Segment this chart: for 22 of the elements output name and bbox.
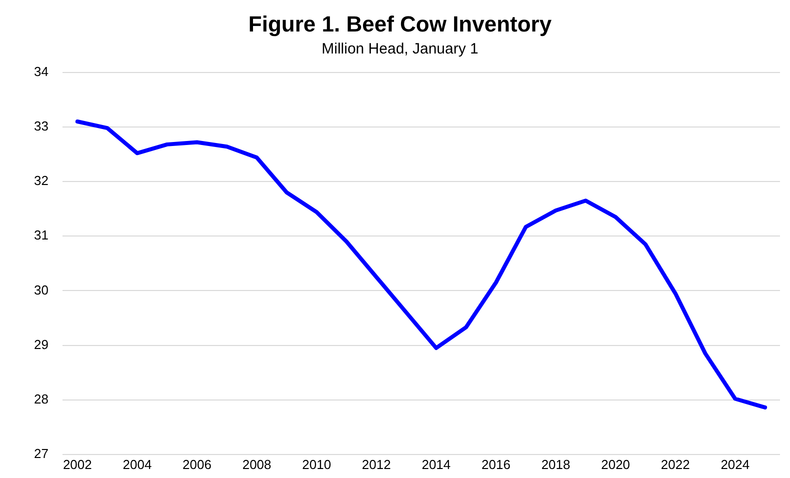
chart-subtitle: Million Head, January 1	[322, 40, 478, 58]
x-tick-label: 2002	[62, 456, 92, 472]
y-tick-label: 31	[34, 228, 48, 243]
x-tick-label: 2006	[182, 456, 212, 472]
x-tick-label: 2004	[122, 456, 152, 472]
x-tick-label: 2022	[660, 456, 690, 472]
y-tick-label: 32	[34, 173, 48, 188]
y-tick-label: 29	[34, 336, 48, 352]
x-tick-label: 2008	[242, 456, 272, 472]
y-tick-label: 28	[34, 391, 48, 406]
y-tick-label: 34	[34, 64, 48, 79]
chart-title: Figure 1. Beef Cow Inventory	[248, 11, 552, 36]
x-tick-label: 2020	[601, 456, 630, 472]
x-tick-label: 2010	[302, 456, 332, 472]
x-tick-label: 2024	[720, 456, 750, 472]
x-tick-label: 2012	[362, 456, 391, 472]
y-tick-label: 27	[34, 446, 48, 461]
y-tick-label: 30	[34, 282, 48, 298]
x-tick-label: 2018	[541, 456, 570, 472]
x-tick-label: 2014	[422, 456, 451, 472]
x-tick-label: 2016	[482, 456, 510, 472]
y-tick-label: 33	[34, 118, 48, 134]
